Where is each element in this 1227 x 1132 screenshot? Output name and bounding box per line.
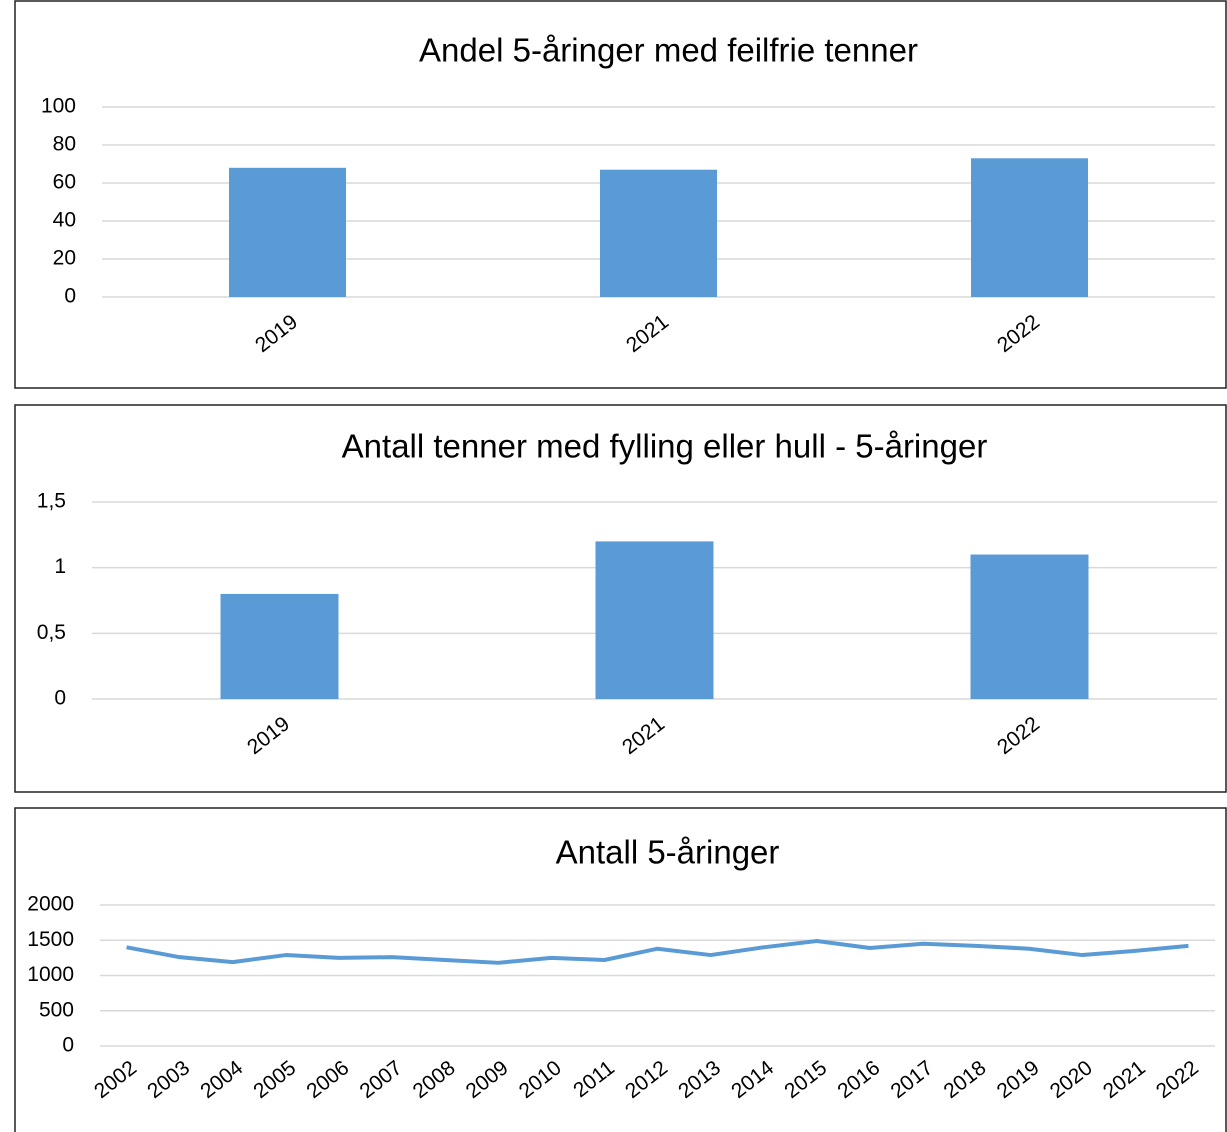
x-tick-label: 2019 — [251, 310, 302, 357]
x-tick-label: 2015 — [780, 1056, 831, 1103]
x-tick-label: 2009 — [462, 1056, 513, 1103]
bar — [229, 167, 346, 297]
x-tick-label: 2021 — [618, 712, 669, 759]
y-tick-label: 1500 — [27, 928, 74, 951]
x-tick-label: 2019 — [243, 712, 294, 759]
x-tick-label: 2021 — [622, 310, 673, 357]
x-tick-label: 2014 — [727, 1056, 778, 1103]
bar — [970, 554, 1089, 699]
y-tick-label: 1000 — [27, 963, 74, 986]
line — [126, 938, 1189, 965]
y-tick-label: 0 — [54, 687, 66, 710]
chart-title: Antall tenner med fylling eller hull - 5… — [342, 428, 988, 465]
y-tick-label: 60 — [53, 171, 76, 194]
y-tick-label: 100 — [41, 95, 76, 118]
y-tick-label: 0 — [62, 1034, 74, 1057]
x-tick-label: 2019 — [993, 1056, 1044, 1103]
y-tick-label: 500 — [39, 998, 74, 1021]
panel-border — [14, 0, 1227, 389]
x-tick-label: 2008 — [409, 1056, 460, 1103]
y-tick-label: 40 — [53, 209, 76, 232]
y-tick-label: 0,5 — [37, 621, 66, 644]
y-tick-label: 80 — [53, 133, 76, 156]
x-tick-label: 2011 — [569, 1056, 619, 1102]
x-tick-label: 2022 — [1152, 1056, 1203, 1103]
x-tick-label: 2006 — [302, 1056, 353, 1103]
x-tick-label: 2004 — [196, 1056, 247, 1103]
panel-border — [14, 807, 1227, 1132]
x-tick-label: 2016 — [833, 1056, 884, 1103]
panel-border — [14, 404, 1227, 793]
chart-title: Andel 5-åringer med feilfrie tenner — [419, 32, 918, 69]
y-tick-label: 20 — [53, 247, 76, 270]
x-tick-label: 2013 — [674, 1056, 725, 1103]
x-tick-label: 2018 — [940, 1056, 991, 1103]
x-tick-label: 2002 — [90, 1056, 141, 1103]
y-tick-label: 1,5 — [37, 490, 66, 513]
bar — [971, 158, 1088, 297]
chart-title: Antall 5-åringer — [556, 834, 780, 871]
bar — [595, 541, 714, 699]
x-tick-label: 2010 — [515, 1056, 566, 1103]
y-tick-label: 2000 — [27, 893, 74, 916]
x-tick-label: 2020 — [1046, 1056, 1097, 1103]
x-tick-label: 2017 — [886, 1056, 937, 1103]
bar — [600, 169, 717, 297]
x-tick-label: 2021 — [1099, 1056, 1150, 1103]
y-tick-label: 1 — [54, 555, 66, 578]
x-tick-label: 2003 — [143, 1056, 194, 1103]
x-tick-label: 2007 — [356, 1056, 407, 1103]
x-tick-label: 2022 — [993, 712, 1044, 759]
y-tick-label: 0 — [64, 285, 76, 308]
bar — [220, 593, 339, 699]
x-tick-label: 2012 — [621, 1056, 672, 1103]
x-tick-label: 2005 — [249, 1056, 300, 1103]
x-tick-label: 2022 — [993, 310, 1044, 357]
